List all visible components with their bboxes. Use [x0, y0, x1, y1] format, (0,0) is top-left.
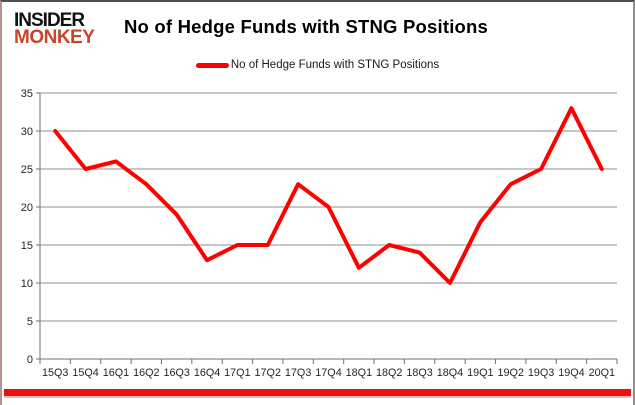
svg-text:17Q1: 17Q1 [224, 367, 250, 379]
y-axis-labels: 0 5 10 15 20 25 30 35 [21, 88, 33, 366]
svg-text:20: 20 [21, 202, 33, 214]
svg-text:18Q1: 18Q1 [346, 367, 372, 379]
chart-title: No of Hedge Funds with STNG Positions [124, 16, 489, 37]
logo-text-insider: INSIDER [14, 10, 85, 31]
svg-text:19Q1: 19Q1 [467, 367, 493, 379]
svg-text:19Q3: 19Q3 [528, 367, 554, 379]
svg-text:18Q2: 18Q2 [376, 367, 402, 379]
x-tick-marks [39, 359, 618, 364]
svg-text:16Q3: 16Q3 [163, 367, 189, 379]
svg-text:15Q4: 15Q4 [72, 367, 98, 379]
x-axis-labels: 15Q3 15Q4 16Q1 16Q2 16Q3 16Q4 17Q1 17Q2 17Q3 17Q4… [42, 367, 615, 379]
svg-text:35: 35 [21, 88, 33, 100]
svg-text:16Q2: 16Q2 [133, 367, 159, 379]
svg-text:17Q4: 17Q4 [315, 367, 341, 379]
svg-text:16Q4: 16Q4 [194, 367, 220, 379]
svg-text:10: 10 [21, 278, 33, 290]
bottom-accent-shadow [4, 396, 631, 398]
svg-text:30: 30 [21, 126, 33, 138]
svg-text:17Q2: 17Q2 [255, 367, 281, 379]
svg-text:19Q4: 19Q4 [558, 367, 584, 379]
svg-text:15: 15 [21, 240, 33, 252]
svg-text:19Q2: 19Q2 [497, 367, 523, 379]
insider-monkey-logo: INSIDER MONKEY [14, 10, 95, 48]
y-gridlines [36, 92, 617, 360]
svg-text:5: 5 [27, 316, 33, 328]
logo-text-monkey: MONKEY [14, 27, 95, 48]
svg-text:25: 25 [21, 164, 33, 176]
svg-text:18Q3: 18Q3 [406, 367, 432, 379]
svg-text:18Q4: 18Q4 [437, 367, 463, 379]
svg-text:17Q3: 17Q3 [285, 367, 311, 379]
legend: No of Hedge Funds with STNG Positions [2, 59, 633, 71]
data-series-line [53, 106, 604, 285]
bottom-accent-bar [4, 389, 631, 396]
svg-text:20Q1: 20Q1 [589, 367, 615, 379]
legend-line-swatch [195, 62, 229, 68]
legend-label: No of Hedge Funds with STNG Positions [230, 59, 440, 71]
svg-text:0: 0 [27, 354, 33, 366]
svg-text:15Q3: 15Q3 [42, 367, 68, 379]
svg-text:16Q1: 16Q1 [103, 367, 129, 379]
